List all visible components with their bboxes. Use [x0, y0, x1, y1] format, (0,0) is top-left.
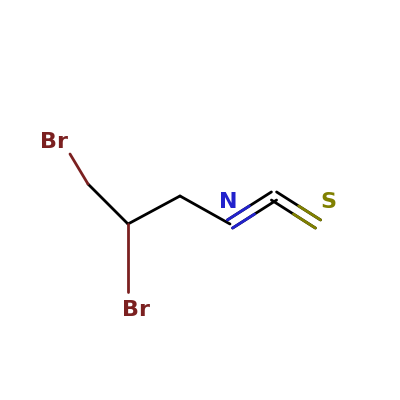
Text: Br: Br	[122, 300, 150, 320]
Text: S: S	[320, 192, 336, 212]
Text: N: N	[219, 192, 237, 212]
Text: Br: Br	[40, 132, 68, 152]
